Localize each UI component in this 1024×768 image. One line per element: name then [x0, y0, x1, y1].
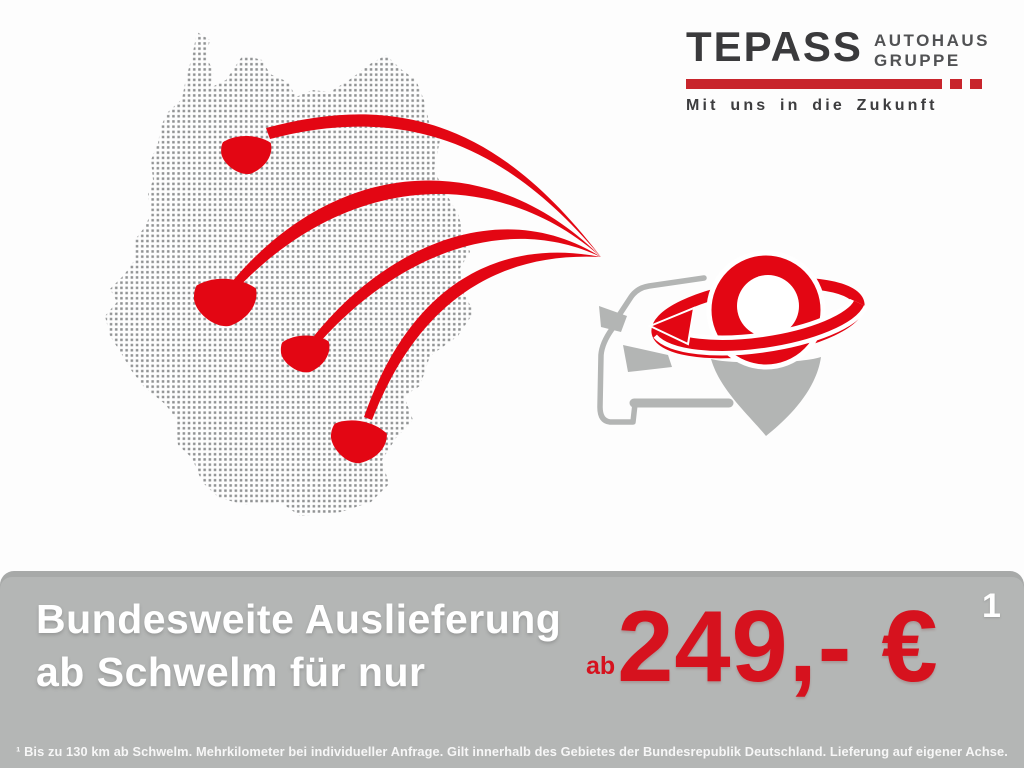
price-amount: 249,- €	[617, 591, 939, 704]
logo-tagline: Mit uns in die Zukunft	[686, 97, 938, 115]
price-block: ab 249,- € 1	[586, 579, 1001, 704]
price-prefix: ab	[586, 652, 616, 680]
logo-bar-square-2	[970, 79, 982, 90]
car-outline-icon	[597, 275, 734, 425]
headline-line2: ab Schwelm für nur	[36, 649, 426, 695]
logo-brand-text: TEPASS	[686, 23, 863, 70]
orbit-arrow-icon	[647, 298, 869, 356]
pin-hole	[737, 275, 799, 337]
location-pin-icon	[647, 250, 869, 436]
footnote-text: ¹ Bis zu 130 km ab Schwelm. Mehrkilomete…	[16, 744, 1008, 759]
pin-tail	[711, 357, 821, 436]
logo-suffix-line1: AUTOHAUS	[873, 31, 990, 50]
logo-red-bar	[686, 79, 998, 90]
headline-line1: Bundesweite Auslieferung	[36, 596, 562, 642]
price-banner: Bundesweite Auslieferung ab Schwelm für …	[0, 577, 1024, 768]
price-superscript: 1	[982, 587, 1001, 625]
logo-suffix-text: AUTOHAUS GRUPPE	[874, 28, 990, 71]
logo-bar-main	[686, 79, 942, 90]
germany-dot-map-icon	[105, 32, 474, 516]
banner-headline: Bundesweite Auslieferung ab Schwelm für …	[36, 593, 561, 699]
tepass-logo: TEPASS AUTOHAUS GRUPPE Mit uns in die Zu…	[686, 23, 998, 115]
delivery-map-graphic	[105, 32, 869, 516]
logo-bar-square-1	[950, 79, 962, 90]
route-destination-markers-icon	[193, 135, 387, 464]
logo-suffix-line2: GRUPPE	[873, 51, 961, 71]
delivery-route-arrows-icon	[231, 114, 601, 420]
